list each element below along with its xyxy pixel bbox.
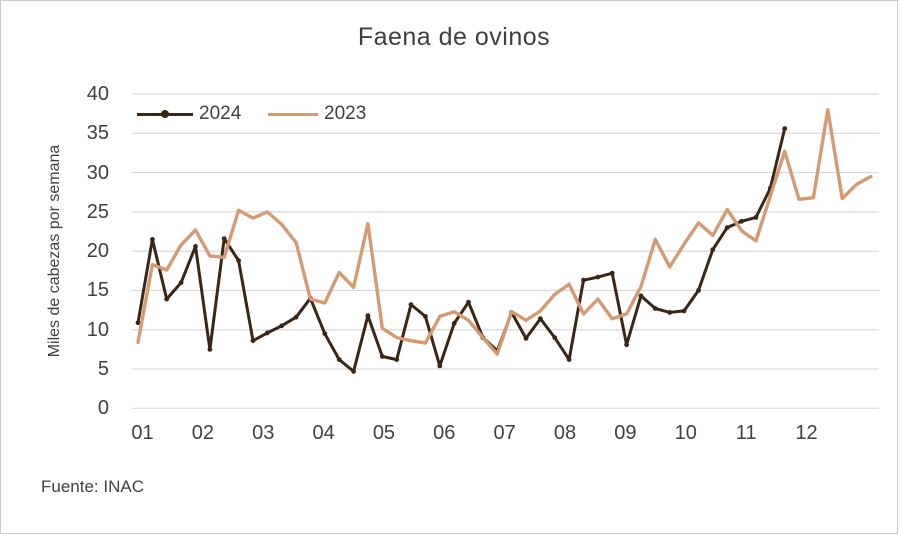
marker-2024 xyxy=(451,321,457,326)
marker-2024 xyxy=(379,354,385,359)
marker-2024 xyxy=(581,277,586,283)
legend-label-2024: 2024 xyxy=(199,103,242,124)
marker-2024 xyxy=(652,306,658,311)
y-tick-label-10: 10 xyxy=(86,318,109,341)
series-line-2023 xyxy=(136,107,873,356)
marker-2024 xyxy=(753,215,759,220)
marker-2024 xyxy=(164,296,170,302)
x-tick-label-04: 04 xyxy=(312,422,335,444)
y-tick-label-25: 25 xyxy=(86,200,109,223)
marker-2024 xyxy=(696,288,701,293)
marker-2024 xyxy=(150,237,155,242)
marker-2024 xyxy=(365,313,371,318)
y-tick-label-35: 35 xyxy=(86,122,109,145)
y-tick-label-0: 0 xyxy=(97,397,109,420)
x-tick-label-02: 02 xyxy=(191,422,214,444)
marker-2024 xyxy=(394,357,400,362)
marker-2024 xyxy=(207,347,213,352)
marker-2024 xyxy=(724,225,730,231)
marker-2024 xyxy=(782,126,788,131)
x-tick-label-03: 03 xyxy=(252,422,275,444)
y-tick-label-40: 40 xyxy=(86,83,109,105)
marker-2024 xyxy=(351,369,356,374)
marker-2024 xyxy=(624,342,629,348)
marker-2024 xyxy=(437,363,443,369)
marker-2024 xyxy=(336,357,342,362)
series-line-2024 xyxy=(136,127,787,373)
marker-2024 xyxy=(466,299,471,305)
y-tick-label-5: 5 xyxy=(97,358,109,380)
legend-label-2023: 2023 xyxy=(324,103,367,124)
x-tick-label-01: 01 xyxy=(131,422,154,444)
marker-2024 xyxy=(552,335,558,340)
marker-2024 xyxy=(739,218,744,224)
marker-2024 xyxy=(279,323,285,329)
marker-2024 xyxy=(609,270,615,276)
marker-2024 xyxy=(423,314,428,319)
marker-2024 xyxy=(221,236,227,242)
source-note: Fuente: INAC xyxy=(41,477,144,496)
marker-2024 xyxy=(710,247,716,253)
marker-2024 xyxy=(264,330,270,336)
x-tick-label-05: 05 xyxy=(372,422,396,444)
marker-2024 xyxy=(595,274,601,280)
legend-line-2024-icon xyxy=(137,102,193,126)
marker-2024 xyxy=(681,308,687,314)
marker-2024 xyxy=(638,293,644,299)
marker-2024 xyxy=(538,316,543,322)
marker-2024 xyxy=(523,336,529,341)
x-tick-label-09: 09 xyxy=(614,422,637,444)
chart-title: Faena de ovinos xyxy=(357,23,551,51)
x-tick-label-06: 06 xyxy=(433,422,456,444)
legend-item-2023[interactable]: 2023 xyxy=(268,102,366,126)
x-tick-label-07: 07 xyxy=(493,422,516,444)
marker-2024 xyxy=(322,331,328,337)
marker-2024 xyxy=(236,258,242,263)
marker-2024 xyxy=(178,280,184,285)
legend-line-2023-icon xyxy=(268,102,318,126)
x-tick-label-12: 12 xyxy=(795,422,818,444)
marker-2024 xyxy=(135,320,141,326)
y-tick-label-20: 20 xyxy=(86,240,109,263)
x-tick-label-10: 10 xyxy=(674,422,697,444)
y-tick-label-15: 15 xyxy=(86,279,109,302)
marker-2024 xyxy=(250,338,256,344)
x-tick-label-08: 08 xyxy=(553,422,577,444)
y-tick-label-30: 30 xyxy=(86,161,109,184)
marker-2024 xyxy=(408,302,414,307)
marker-2024 xyxy=(566,357,572,362)
legend-item-2024[interactable]: 2024 xyxy=(137,102,241,126)
marker-2024 xyxy=(667,310,673,315)
marker-2024 xyxy=(193,244,198,249)
x-tick-label-11: 11 xyxy=(735,422,757,444)
marker-2024 xyxy=(293,314,299,320)
